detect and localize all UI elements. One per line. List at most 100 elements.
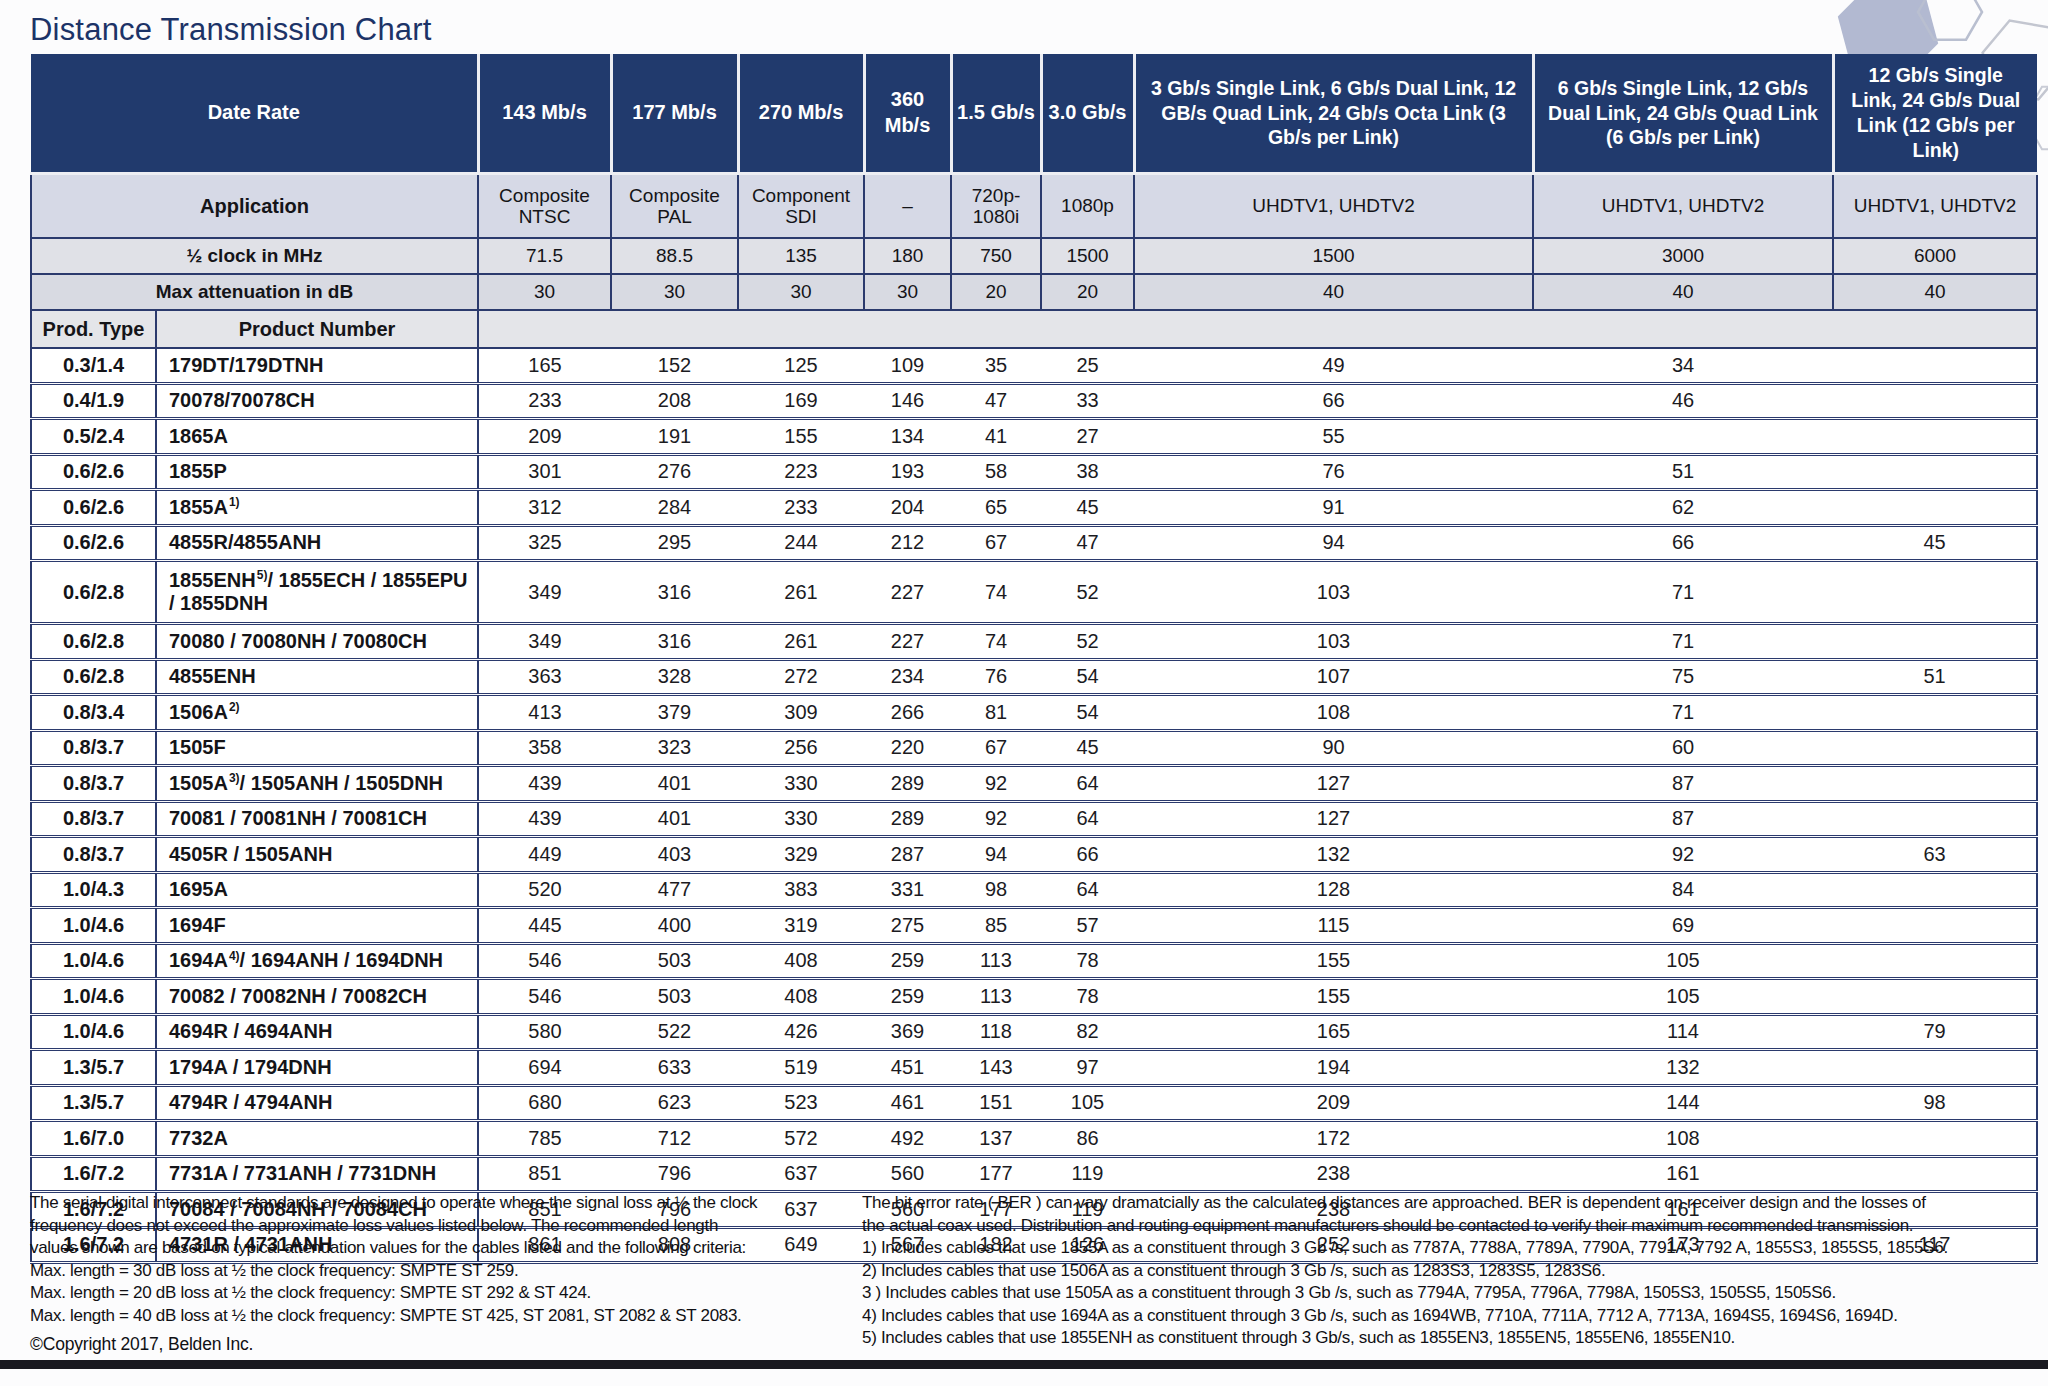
distance-value-cell: 78: [1041, 979, 1134, 1015]
distance-value-cell: 128: [1134, 872, 1533, 908]
distance-value-cell: 127: [1134, 766, 1533, 802]
table-row-product-header: Prod. Type Product Number: [31, 310, 2037, 348]
table-row-application: Application Composite NTSC Composite PAL…: [31, 174, 2037, 239]
distance-value-cell: 328: [611, 659, 738, 695]
application-cell: UHDTV1, UHDTV2: [1833, 174, 2037, 239]
distance-value-cell: [1833, 872, 2037, 908]
distance-value-cell: 143: [951, 1050, 1041, 1086]
distance-value-cell: 79: [1833, 1014, 2037, 1050]
distance-value-cell: 233: [738, 490, 864, 526]
distance-value-cell: 103: [1134, 561, 1533, 624]
footnote-line: values shown are based on typical attenu…: [30, 1237, 845, 1260]
table-row: 1.3/5.74794R / 4794ANH680623523461151105…: [31, 1085, 2037, 1121]
distance-value-cell: 45: [1833, 525, 2037, 561]
product-number-cell: 4855R/4855ANH: [156, 525, 478, 561]
distance-value-cell: 165: [478, 348, 611, 383]
half-clock-cell: 1500: [1134, 238, 1533, 274]
max-attenuation-cell: 30: [864, 274, 951, 310]
prod-type-cell: 0.4/1.9: [31, 383, 156, 419]
max-attenuation-label: Max attenuation in dB: [31, 274, 478, 310]
distance-value-cell: 503: [611, 979, 738, 1015]
distance-value-cell: 331: [864, 872, 951, 908]
distance-value-cell: 87: [1533, 801, 1833, 837]
footnote-line: Max. length = 40 dB loss at ½ the clock …: [30, 1305, 845, 1328]
product-number-cell: 1694F: [156, 908, 478, 944]
distance-value-cell: 86: [1041, 1121, 1134, 1157]
half-clock-cell: 6000: [1833, 238, 2037, 274]
prod-type-header: Prod. Type: [31, 310, 156, 348]
distance-value-cell: 287: [864, 837, 951, 873]
rate-col-header: 177 Mb/s: [611, 54, 738, 174]
table-row: 1.0/4.61694A4)/ 1694ANH / 1694DNH5465034…: [31, 943, 2037, 979]
prod-type-cell: 0.8/3.7: [31, 801, 156, 837]
distance-value-cell: 492: [864, 1121, 951, 1157]
distance-value-cell: 51: [1833, 659, 2037, 695]
distance-value-cell: 680: [478, 1085, 611, 1121]
distance-value-cell: 64: [1041, 801, 1134, 837]
distance-value-cell: [1833, 561, 2037, 624]
product-number-cell: 4505R / 1505ANH: [156, 837, 478, 873]
distance-value-cell: 401: [611, 801, 738, 837]
max-attenuation-cell: 30: [478, 274, 611, 310]
page: Distance Transmission Chart Date Rate 14…: [0, 0, 2048, 1386]
distance-value-cell: 98: [1833, 1085, 2037, 1121]
footnote-line: 3 ) Includes cables that use 1505A as a …: [862, 1282, 2044, 1305]
distance-value-cell: 244: [738, 525, 864, 561]
distance-value-cell: 637: [738, 1156, 864, 1192]
footnotes-left: The serial digital interconnect standard…: [30, 1192, 845, 1355]
distance-value-cell: 47: [951, 383, 1041, 419]
distance-value-cell: 69: [1533, 908, 1833, 944]
table-row: 1.3/5.71794A / 1794DNH694633519451143971…: [31, 1050, 2037, 1086]
distance-value-cell: 209: [478, 419, 611, 455]
distance-value-cell: 161: [1533, 1156, 1833, 1192]
distance-value-cell: [1833, 730, 2037, 766]
distance-value-cell: 439: [478, 766, 611, 802]
footnote-line: Max. length = 20 dB loss at ½ the clock …: [30, 1282, 845, 1305]
distance-value-cell: 256: [738, 730, 864, 766]
distance-value-cell: 65: [951, 490, 1041, 526]
footnotes-right: The bit error rate ( BER ) can vary dram…: [862, 1192, 2044, 1350]
distance-value-cell: 519: [738, 1050, 864, 1086]
distance-value-cell: 259: [864, 979, 951, 1015]
distance-value-cell: 67: [951, 525, 1041, 561]
table-row-half-clock: ½ clock in MHz 71.5 88.5 135 180 750 150…: [31, 238, 2037, 274]
rate-col-header: 1.5 Gb/s: [951, 54, 1041, 174]
distance-value-cell: 316: [611, 624, 738, 660]
distance-value-cell: 64: [1041, 872, 1134, 908]
distance-value-cell: 155: [738, 419, 864, 455]
distance-value-cell: 45: [1041, 490, 1134, 526]
max-attenuation-cell: 40: [1533, 274, 1833, 310]
table-row: 0.8/3.41506A2)413379309266815410871: [31, 695, 2037, 731]
prod-type-cell: 0.6/2.8: [31, 561, 156, 624]
table-row: 1.0/4.64694R / 4694ANH580522426369118821…: [31, 1014, 2037, 1050]
distance-value-cell: 35: [951, 348, 1041, 383]
product-rows: 0.3/1.4179DT/179DTNH16515212510935254934…: [31, 348, 2037, 1263]
prod-type-cell: 0.5/2.4: [31, 419, 156, 455]
distance-value-cell: [1833, 624, 2037, 660]
table-row-max-attenuation: Max attenuation in dB 30 30 30 30 20 20 …: [31, 274, 2037, 310]
distance-value-cell: 60: [1533, 730, 1833, 766]
distance-value-cell: 74: [951, 561, 1041, 624]
distance-value-cell: [1833, 490, 2037, 526]
distance-value-cell: 119: [1041, 1156, 1134, 1192]
distance-value-cell: 623: [611, 1085, 738, 1121]
rate-col-header: 6 Gb/s Single Link, 12 Gb/s Dual Link, 2…: [1533, 54, 1833, 174]
distance-value-cell: 87: [1533, 766, 1833, 802]
distance-value-cell: 155: [1134, 979, 1533, 1015]
product-number-cell: 1794A / 1794DNH: [156, 1050, 478, 1086]
distance-value-cell: [1833, 766, 2037, 802]
table-row: 1.0/4.31695A520477383331986412884: [31, 872, 2037, 908]
distance-value-cell: 413: [478, 695, 611, 731]
distance-value-cell: 125: [738, 348, 864, 383]
distance-value-cell: 144: [1533, 1085, 1833, 1121]
distance-value-cell: [1833, 1050, 2037, 1086]
prod-type-cell: 1.0/4.6: [31, 979, 156, 1015]
max-attenuation-cell: 30: [738, 274, 864, 310]
prod-type-cell: 0.3/1.4: [31, 348, 156, 383]
distance-value-cell: 38: [1041, 454, 1134, 490]
distance-value-cell: 523: [738, 1085, 864, 1121]
half-clock-cell: 135: [738, 238, 864, 274]
prod-type-cell: 1.6/7.0: [31, 1121, 156, 1157]
distance-value-cell: 329: [738, 837, 864, 873]
footnote-line: 2) Includes cables that use 1506A as a c…: [862, 1260, 2044, 1283]
